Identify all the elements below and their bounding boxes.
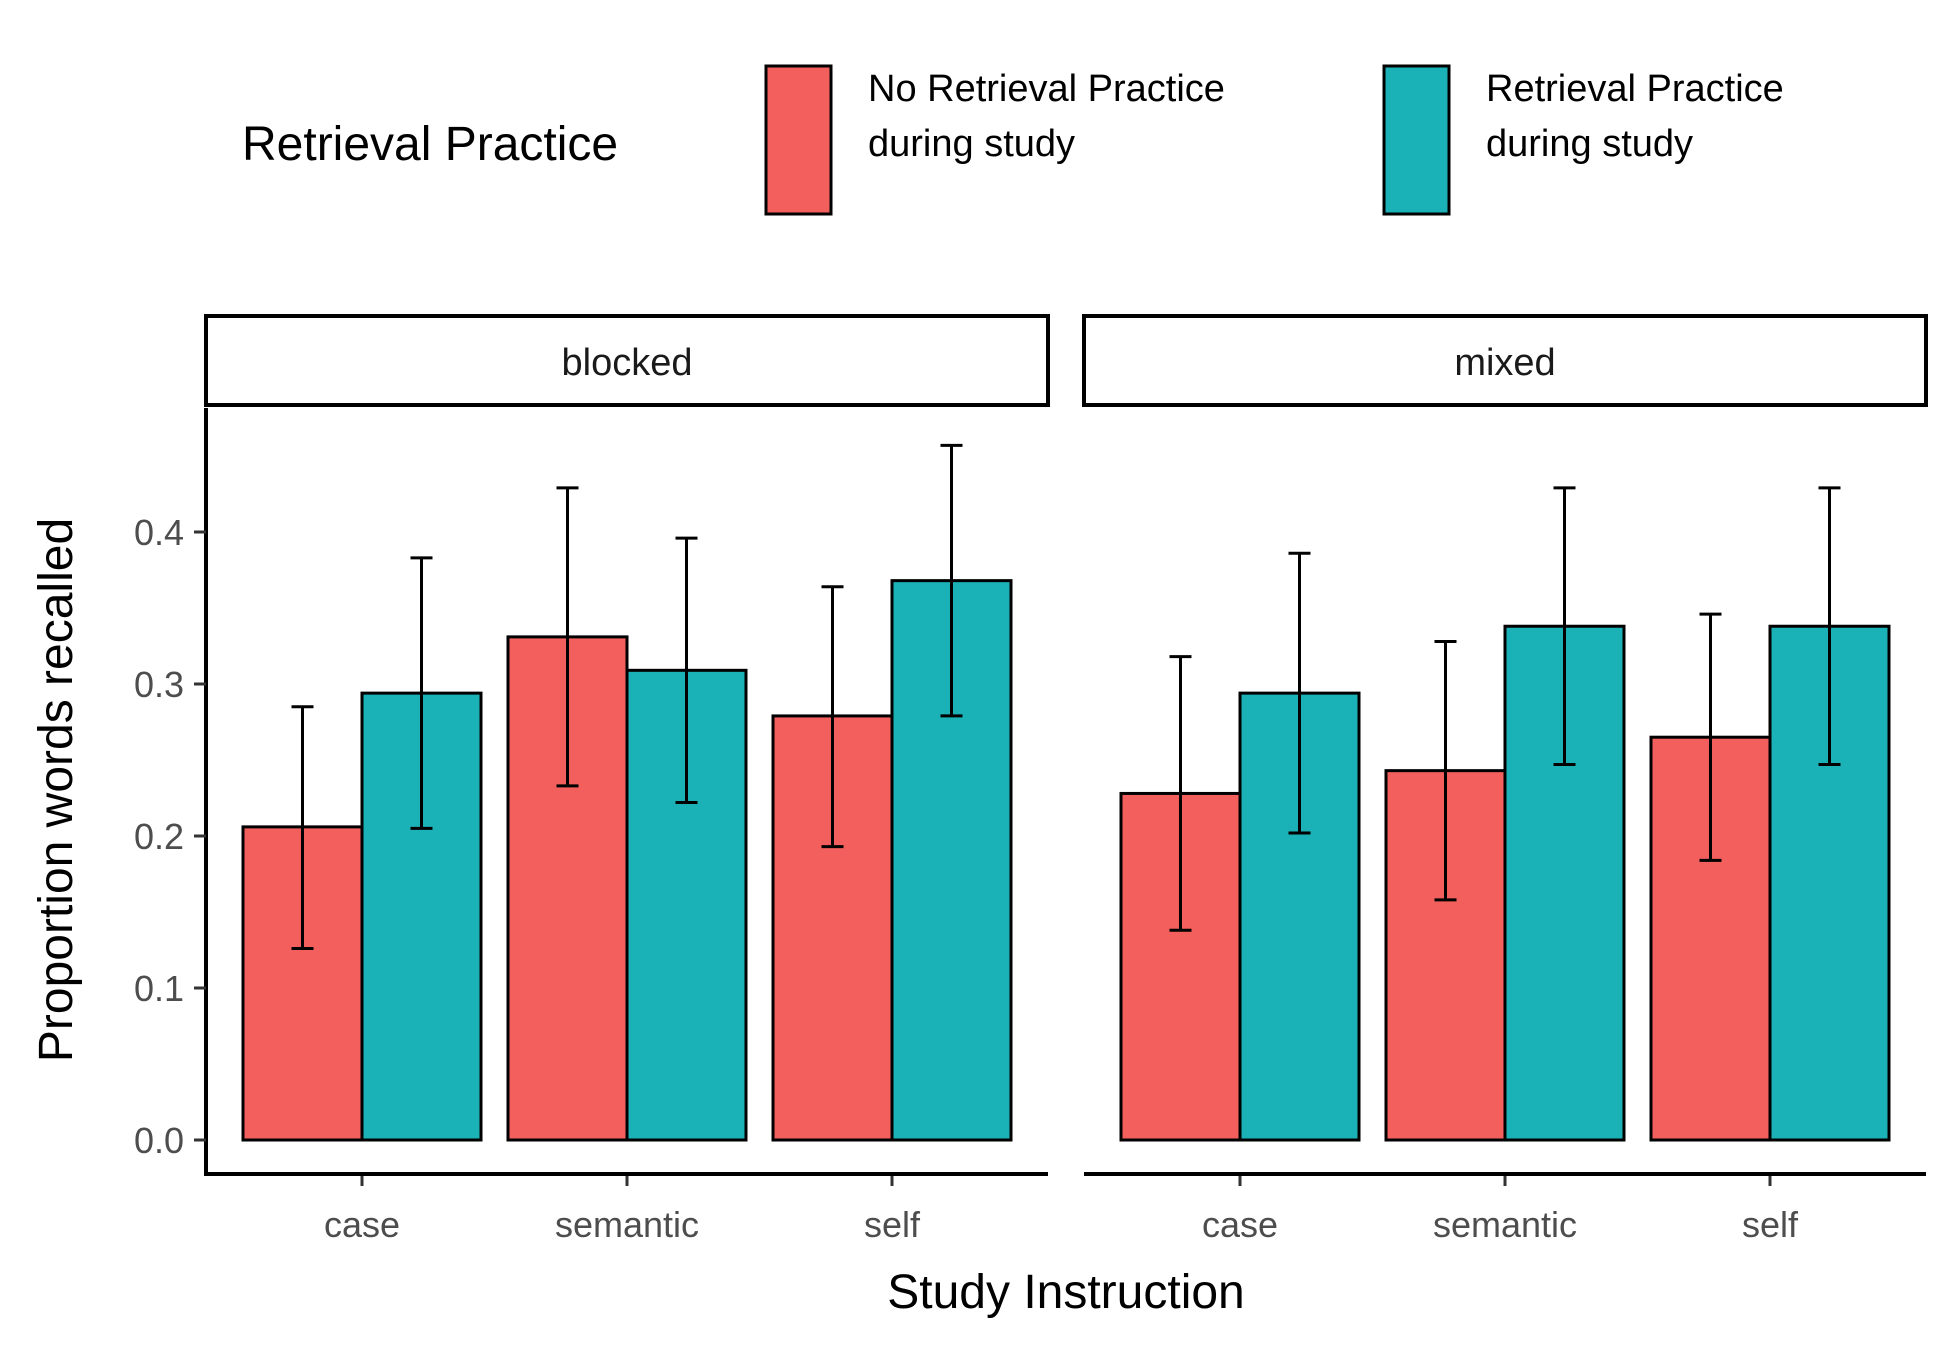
y-tick-label: 0.1 bbox=[134, 968, 184, 1009]
legend-title: Retrieval Practice bbox=[242, 118, 618, 171]
legend-label: Retrieval Practice bbox=[1486, 68, 1784, 110]
x-axis-title: Study Instruction bbox=[887, 1266, 1245, 1319]
x-tick-label: self bbox=[1742, 1204, 1799, 1245]
y-tick-label: 0.2 bbox=[134, 816, 184, 857]
legend-swatch bbox=[764, 64, 833, 216]
facet-label: blocked bbox=[562, 342, 693, 384]
x-tick-label: semantic bbox=[555, 1204, 699, 1245]
y-tick-label: 0.4 bbox=[134, 512, 184, 553]
facet-strip bbox=[204, 314, 1050, 407]
x-tick-label: self bbox=[864, 1204, 921, 1245]
legend-label: during study bbox=[868, 123, 1075, 165]
y-axis-title: Proportion words recalled bbox=[30, 518, 83, 1062]
y-tick-label: 0.0 bbox=[134, 1120, 184, 1161]
x-tick-label: case bbox=[1202, 1204, 1278, 1245]
facet-label: mixed bbox=[1454, 342, 1555, 384]
legend-label: during study bbox=[1486, 123, 1693, 165]
x-tick-label: case bbox=[324, 1204, 400, 1245]
facet-strip bbox=[1082, 314, 1928, 407]
y-tick-label: 0.3 bbox=[134, 664, 184, 705]
x-tick-label: semantic bbox=[1433, 1204, 1577, 1245]
legend-swatch bbox=[1382, 64, 1451, 216]
legend-label: No Retrieval Practice bbox=[868, 68, 1225, 110]
